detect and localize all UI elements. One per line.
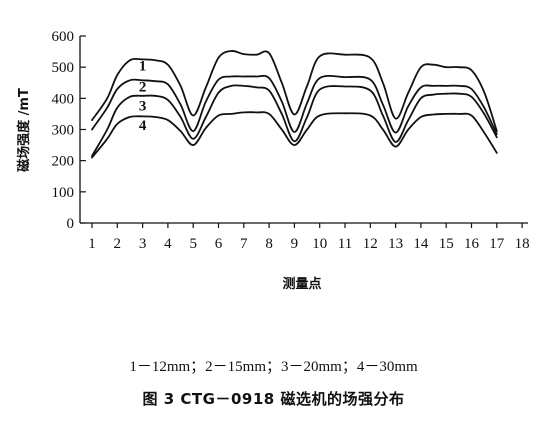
x-tick-label: 1 [88, 236, 96, 252]
x-tick-label: 10 [312, 236, 327, 252]
x-tick-label: 16 [464, 236, 480, 252]
series-label-1: 1 [139, 59, 147, 75]
x-axis-title: 测量点 [282, 276, 321, 292]
y-axis-ticks: 0 100 200 300 400 500 600 [52, 29, 86, 232]
x-tick-label: 6 [215, 236, 223, 252]
figure-caption: 图 3 CTG－0918 磁选机的场强分布 [142, 390, 405, 408]
y-tick-label: 100 [52, 185, 75, 201]
y-tick-label: 500 [52, 60, 75, 76]
y-tick-label: 300 [52, 123, 75, 139]
series-label-4: 4 [139, 118, 147, 134]
x-tick-label: 4 [164, 236, 172, 252]
x-tick-label: 17 [489, 236, 505, 252]
series-label-3: 3 [139, 99, 147, 115]
series-line-3 [91, 84, 498, 157]
y-tick-label: 200 [52, 154, 75, 170]
x-tick-label: 3 [139, 236, 147, 252]
x-tick-label: 18 [515, 236, 530, 252]
y-tick-label: 400 [52, 91, 75, 107]
series-lines [91, 50, 498, 159]
x-tick-label: 2 [114, 236, 122, 252]
y-tick-label: 600 [52, 29, 75, 45]
x-tick-label: 9 [291, 236, 299, 252]
series-line-1 [91, 50, 498, 132]
y-tick-label: 0 [67, 216, 75, 232]
x-tick-label: 12 [363, 236, 378, 252]
x-tick-label: 14 [413, 236, 429, 252]
x-tick-label: 7 [240, 236, 248, 252]
series-label-2: 2 [139, 79, 147, 95]
x-tick-label: 11 [338, 236, 352, 252]
series-legend-note: 1－12mm；2－15mm；3－20mm；4－30mm [129, 359, 418, 375]
x-tick-label: 15 [439, 236, 454, 252]
y-axis-title: 磁场强度 /mT [16, 88, 32, 172]
series-labels: 1 2 3 4 [139, 59, 147, 134]
series-line-2 [91, 74, 498, 136]
x-tick-label: 8 [265, 236, 273, 252]
x-tick-label: 13 [388, 236, 403, 252]
x-tick-label: 5 [189, 236, 197, 252]
x-axis-ticks: 1 2 3 4 5 6 7 8 9 10 11 12 13 14 15 16 17 18 [88, 223, 530, 252]
series-line-4 [91, 111, 498, 159]
